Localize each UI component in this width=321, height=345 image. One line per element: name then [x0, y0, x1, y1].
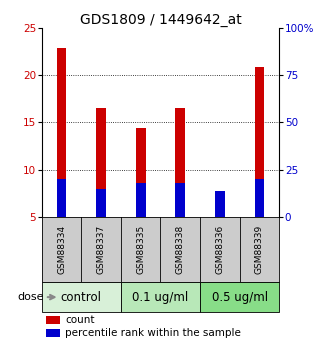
Text: GSM88334: GSM88334: [57, 225, 66, 274]
Text: GSM88339: GSM88339: [255, 225, 264, 274]
Bar: [175, 183, 185, 217]
Bar: [136, 183, 146, 217]
Bar: [136, 128, 146, 217]
Bar: [255, 67, 265, 217]
Bar: [215, 191, 225, 217]
Bar: [200, 282, 279, 312]
Text: 0.1 ug/ml: 0.1 ug/ml: [132, 290, 189, 304]
Text: GSM88337: GSM88337: [97, 225, 106, 274]
Bar: [215, 195, 225, 217]
Bar: [96, 108, 106, 217]
Text: 0.5 ug/ml: 0.5 ug/ml: [212, 290, 268, 304]
Text: dose: dose: [17, 292, 44, 302]
Text: GSM88338: GSM88338: [176, 225, 185, 274]
Bar: [47, 329, 60, 337]
Bar: [47, 316, 60, 324]
Bar: [175, 108, 185, 217]
Text: GSM88336: GSM88336: [215, 225, 224, 274]
Title: GDS1809 / 1449642_at: GDS1809 / 1449642_at: [80, 12, 241, 27]
Bar: [121, 282, 200, 312]
Bar: [255, 179, 265, 217]
Bar: [96, 189, 106, 217]
Bar: [56, 179, 66, 217]
Bar: [56, 48, 66, 217]
Text: count: count: [65, 315, 95, 325]
Text: percentile rank within the sample: percentile rank within the sample: [65, 328, 241, 338]
Text: GSM88335: GSM88335: [136, 225, 145, 274]
Text: control: control: [61, 290, 102, 304]
Bar: [42, 282, 121, 312]
